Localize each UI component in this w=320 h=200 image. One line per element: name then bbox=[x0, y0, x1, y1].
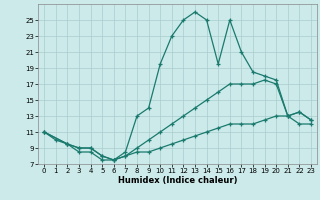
X-axis label: Humidex (Indice chaleur): Humidex (Indice chaleur) bbox=[118, 176, 237, 185]
